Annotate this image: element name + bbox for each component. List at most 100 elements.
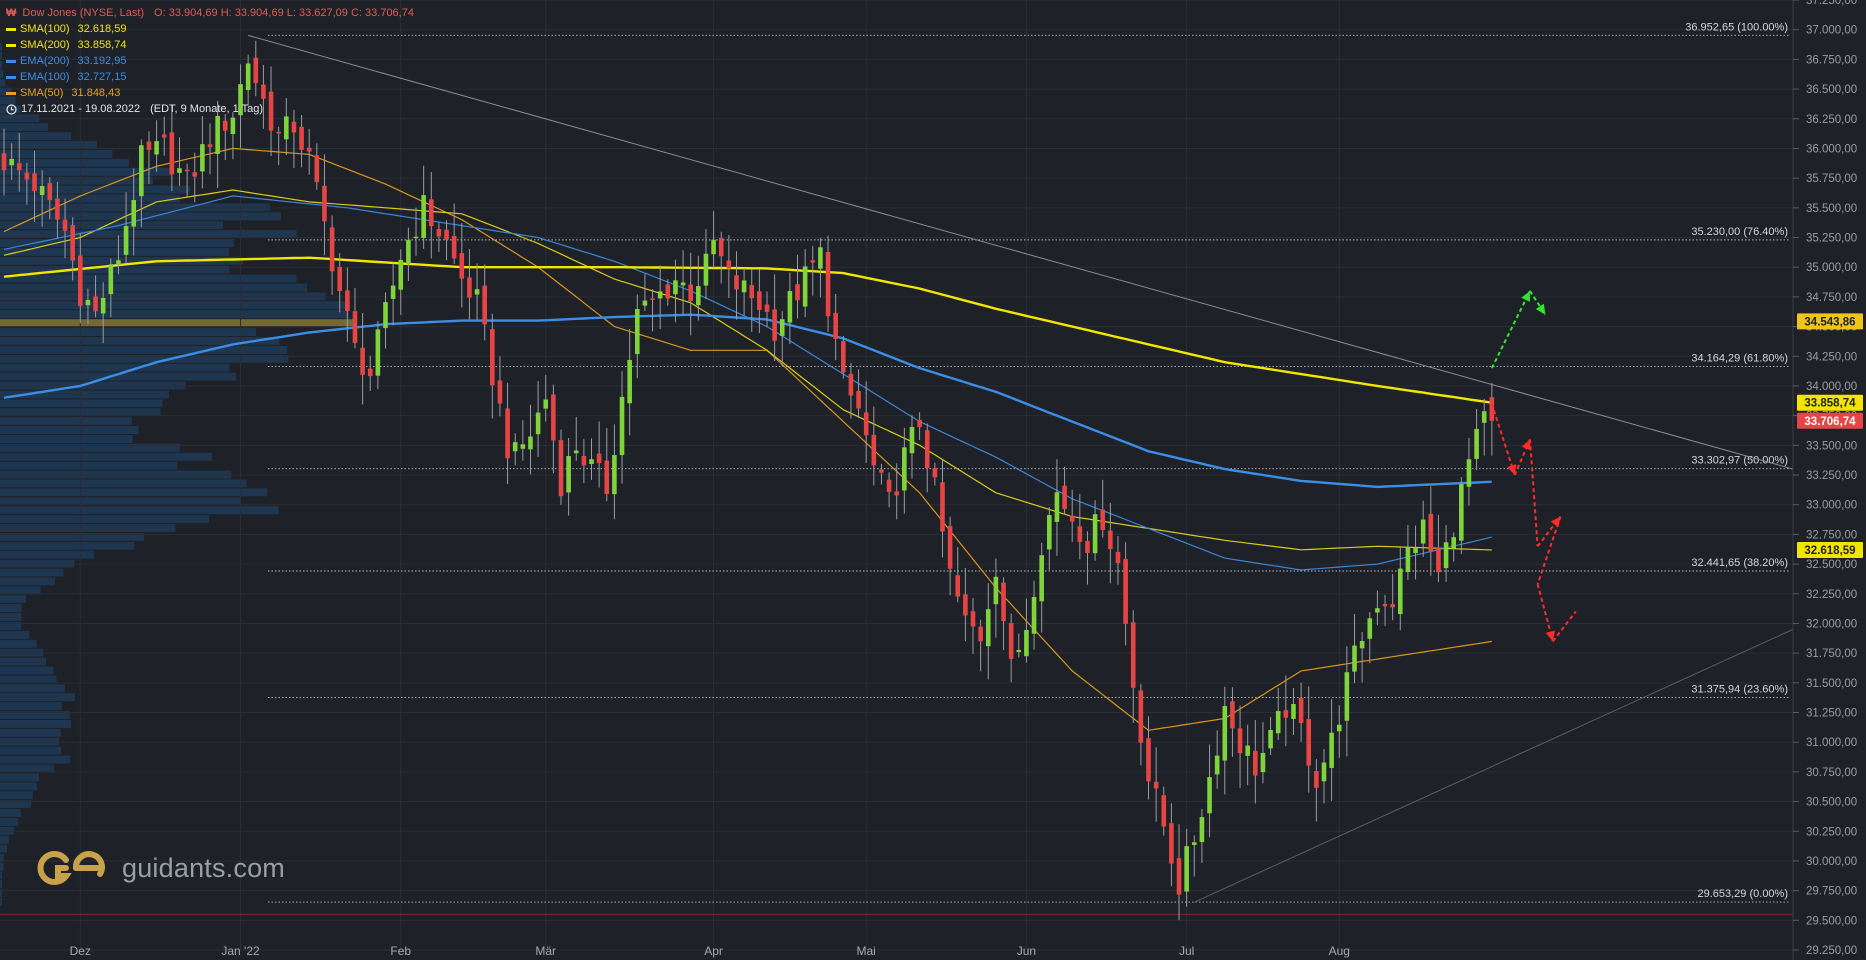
candle-body[interactable]: [108, 264, 114, 295]
candle-body[interactable]: [329, 227, 335, 272]
candle-body[interactable]: [406, 239, 411, 265]
candle-body[interactable]: [238, 84, 243, 116]
candle-body[interactable]: [1314, 771, 1319, 788]
candle-body[interactable]: [78, 255, 83, 306]
candle-body[interactable]: [1077, 526, 1083, 542]
candle-body[interactable]: [764, 304, 770, 312]
candle-body[interactable]: [612, 455, 617, 495]
candle-body[interactable]: [1275, 711, 1281, 734]
candle-body[interactable]: [1375, 608, 1380, 613]
candle-body[interactable]: [444, 229, 449, 240]
candle-body[interactable]: [619, 396, 625, 456]
candle-body[interactable]: [1443, 542, 1449, 569]
candle-body[interactable]: [261, 84, 266, 99]
candle-body[interactable]: [1024, 630, 1029, 657]
candles[interactable]: [1, 40, 1495, 921]
candle-body[interactable]: [718, 238, 724, 257]
candle-body[interactable]: [360, 347, 365, 375]
trendlines[interactable]: [248, 34, 1794, 903]
candle-body[interactable]: [1245, 745, 1250, 756]
legend-title-row[interactable]: ₩ Dow Jones (NYSE, Last) O: 33.904,69 H:…: [6, 5, 414, 21]
candle-body[interactable]: [398, 259, 404, 290]
candle-body[interactable]: [749, 285, 755, 299]
candle-body[interactable]: [688, 284, 693, 302]
candle-body[interactable]: [558, 440, 564, 497]
candle-body[interactable]: [1489, 397, 1495, 421]
candle-body[interactable]: [1054, 492, 1060, 522]
candle-body[interactable]: [627, 359, 632, 404]
legend-indicator-row[interactable]: EMA(100) 32.727,15: [6, 69, 414, 85]
candle-body[interactable]: [367, 368, 373, 377]
candle-body[interactable]: [833, 312, 838, 339]
candle-body[interactable]: [474, 289, 480, 295]
candle-body[interactable]: [482, 285, 487, 325]
candle-body[interactable]: [604, 460, 610, 495]
candle-body[interactable]: [1237, 728, 1243, 754]
candle-body[interactable]: [978, 626, 983, 642]
candle-body[interactable]: [711, 239, 716, 255]
candle-body[interactable]: [1214, 755, 1220, 775]
candle-body[interactable]: [16, 163, 22, 171]
candle-body[interactable]: [924, 430, 930, 469]
candle-body[interactable]: [947, 526, 953, 569]
candle-body[interactable]: [543, 399, 549, 409]
candle-body[interactable]: [70, 225, 75, 261]
candle-body[interactable]: [131, 200, 137, 227]
candle-body[interactable]: [1184, 846, 1189, 892]
candle-body[interactable]: [1176, 858, 1182, 895]
candle-body[interactable]: [940, 482, 945, 532]
candle-body[interactable]: [825, 251, 831, 317]
candle-body[interactable]: [642, 300, 648, 306]
candle-body[interactable]: [795, 284, 800, 301]
candle-body[interactable]: [871, 434, 877, 466]
candle-body[interactable]: [383, 302, 388, 329]
candle-body[interactable]: [1008, 623, 1014, 659]
candle-body[interactable]: [589, 459, 594, 464]
candle-body[interactable]: [1039, 555, 1044, 602]
candle-body[interactable]: [673, 280, 678, 295]
candle-body[interactable]: [856, 390, 861, 409]
candle-body[interactable]: [1, 153, 7, 171]
candle-body[interactable]: [306, 147, 312, 152]
candle-body[interactable]: [696, 286, 701, 306]
candle-body[interactable]: [299, 126, 304, 150]
candle-body[interactable]: [184, 169, 190, 172]
candle-body[interactable]: [650, 298, 655, 300]
candle-body[interactable]: [1100, 509, 1106, 530]
candle-body[interactable]: [886, 479, 892, 492]
candle-body[interactable]: [1153, 781, 1159, 789]
candle-body[interactable]: [1344, 672, 1350, 721]
candle-body[interactable]: [1352, 645, 1357, 672]
candle-body[interactable]: [1191, 842, 1197, 845]
trendline[interactable]: [1194, 628, 1794, 903]
candle-body[interactable]: [1001, 582, 1006, 622]
candle-body[interactable]: [1306, 719, 1312, 766]
candle-body[interactable]: [1359, 640, 1365, 649]
candle-body[interactable]: [1474, 428, 1479, 459]
candle-body[interactable]: [93, 296, 98, 312]
candle-body[interactable]: [993, 576, 999, 605]
time-axis[interactable]: Dez Jan '22 Feb Mär Apr Mai Jun Jul Aug: [70, 944, 1350, 958]
candle-body[interactable]: [1367, 618, 1373, 639]
candle-body[interactable]: [1085, 540, 1090, 553]
candle-body[interactable]: [841, 341, 846, 373]
candle-body[interactable]: [490, 328, 495, 386]
candle-body[interactable]: [902, 447, 907, 491]
candle-body[interactable]: [726, 260, 732, 269]
candle-body[interactable]: [1069, 515, 1075, 522]
candle-body[interactable]: [757, 291, 762, 310]
candle-body[interactable]: [1321, 762, 1327, 782]
candle-body[interactable]: [1169, 823, 1174, 864]
candle-body[interactable]: [970, 611, 976, 627]
candle-body[interactable]: [863, 412, 869, 436]
candle-body[interactable]: [520, 444, 526, 449]
candle-body[interactable]: [337, 266, 343, 291]
candle-body[interactable]: [24, 172, 30, 180]
candle-body[interactable]: [375, 329, 381, 376]
candle-body[interactable]: [1146, 738, 1151, 782]
candle-body[interactable]: [39, 185, 45, 196]
candle-body[interactable]: [802, 266, 808, 307]
candle-body[interactable]: [467, 277, 472, 298]
candle-body[interactable]: [665, 284, 671, 299]
candle-body[interactable]: [634, 309, 640, 355]
